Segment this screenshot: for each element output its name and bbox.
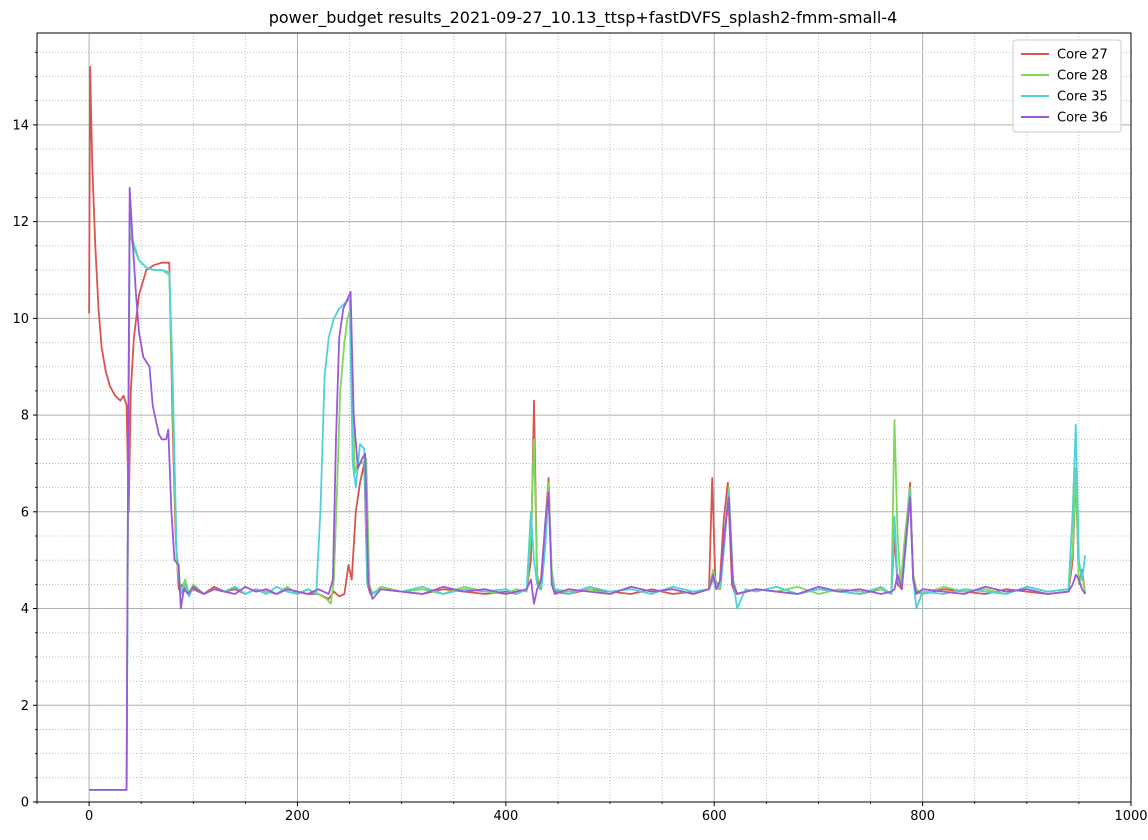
legend-box: [1012, 39, 1122, 133]
x-tick-label: 400: [493, 809, 518, 824]
series-line-core-35: [89, 211, 1087, 791]
y-tick-label: 8: [21, 409, 29, 424]
y-tick-label: 14: [12, 118, 29, 133]
series-line-core-27: [88, 66, 1087, 600]
legend-label: Core 35: [1057, 90, 1108, 105]
legend-label: Core 36: [1057, 111, 1108, 126]
x-tick-label: 200: [285, 809, 310, 824]
y-tick-label: 12: [12, 215, 29, 230]
chart-title: power_budget results_2021-09-27_10.13_tt…: [269, 8, 898, 28]
x-tick-label: 600: [702, 809, 727, 824]
y-tick-label: 0: [21, 796, 29, 811]
legend-label: Core 27: [1057, 48, 1108, 63]
series-line-core-28: [89, 230, 1087, 791]
axis-ticks: 0 200 400 600 800 1000 0 2 4 6 8 10 12 14: [12, 51, 1148, 824]
series-layer: [88, 66, 1087, 791]
series-line-core-36: [89, 186, 1086, 791]
x-tick-label: 0: [85, 809, 93, 824]
y-tick-label: 4: [21, 602, 29, 617]
legend-label: Core 28: [1057, 69, 1108, 84]
legend: Core 27 Core 28 Core 35 Core 36: [1012, 39, 1122, 133]
y-tick-label: 10: [12, 312, 29, 327]
y-tick-label: 6: [21, 505, 29, 520]
minor-grid: [36, 33, 1131, 802]
major-grid: [37, 33, 1132, 803]
y-tick-label: 2: [21, 699, 29, 714]
x-tick-label: 1000: [1114, 809, 1147, 824]
x-tick-label: 800: [910, 809, 935, 824]
plot-frame: [36, 32, 1132, 803]
